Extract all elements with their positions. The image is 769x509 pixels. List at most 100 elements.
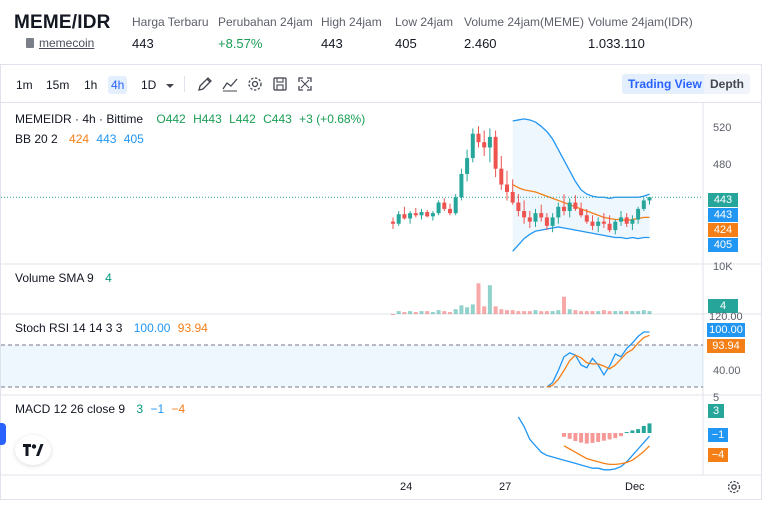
candle-body xyxy=(556,206,561,218)
chart-canvas[interactable] xyxy=(1,103,761,499)
candle-body xyxy=(630,219,635,224)
macd-tag-line: −1 xyxy=(708,428,728,442)
legend-change: +3 (+0.68%) xyxy=(299,112,366,126)
candle-body xyxy=(402,214,407,219)
timeframe-1m[interactable]: 1m xyxy=(16,78,33,92)
candle-body xyxy=(425,212,430,217)
candle-body xyxy=(573,202,578,209)
settings-gear-icon[interactable] xyxy=(246,75,264,93)
stat-label: Harga Terbaru xyxy=(132,15,209,29)
macd-signal-value: −4 xyxy=(171,402,186,416)
candle-body xyxy=(442,202,447,209)
volume-bar xyxy=(476,283,481,314)
candle-body xyxy=(590,221,595,226)
candle-body xyxy=(510,191,515,203)
candle-body xyxy=(413,213,418,216)
stoch-label: Stoch RSI 14 14 3 3 xyxy=(15,321,123,335)
volume-bar xyxy=(647,311,652,314)
bb-basis-value: 424 xyxy=(69,132,90,146)
volume-bar xyxy=(442,311,447,314)
bb-upper-line xyxy=(512,118,650,199)
volume-bar xyxy=(425,311,430,314)
macd-hist-bar xyxy=(641,425,646,433)
volume-bar xyxy=(408,311,413,314)
macd-hist-bar xyxy=(584,433,589,444)
candle-body xyxy=(550,217,555,226)
bb-lower-line xyxy=(512,226,650,252)
side-panel-toggle[interactable] xyxy=(0,423,6,445)
stoch-legend[interactable]: Stoch RSI 14 14 3 3 100.00 93.94 xyxy=(15,321,212,335)
pair-tag[interactable]: memecoin xyxy=(26,36,94,50)
timeframe-4h[interactable]: 4h xyxy=(108,76,128,94)
main-legend: MEMEIDR · 4h · Bittime O442 H443 L442 C4… xyxy=(15,112,369,126)
timeframe-dropdown-icon[interactable] xyxy=(161,77,174,95)
candle-body xyxy=(596,221,601,226)
macd-hist-bar xyxy=(613,433,618,439)
bb-legend[interactable]: BB 20 2 424 443 405 xyxy=(15,132,148,146)
legend-open: O442 xyxy=(156,112,186,126)
stat-value: +8.57% xyxy=(218,36,263,51)
price-tag-close: 443 xyxy=(708,193,738,207)
time-label: 27 xyxy=(499,481,512,493)
bb-lower-value: 405 xyxy=(123,132,144,146)
volume-bar xyxy=(453,309,458,314)
fullscreen-icon[interactable] xyxy=(296,75,314,93)
macd-legend[interactable]: MACD 12 26 close 9 3 −1 −4 xyxy=(15,402,189,416)
timeframe-1h[interactable]: 1h xyxy=(84,78,98,92)
legend-symbol: MEMEIDR · 4h · Bittime xyxy=(15,112,144,126)
legend-close: C443 xyxy=(263,112,292,126)
candle-body xyxy=(493,136,498,169)
stoch-tick: 40.00 xyxy=(713,365,741,377)
candle-body xyxy=(408,213,413,219)
stoch-k-value: 100.00 xyxy=(133,321,171,335)
volume-bar xyxy=(539,311,544,314)
candle-body xyxy=(607,223,612,231)
volume-bar xyxy=(624,311,629,314)
volume-bar xyxy=(396,311,401,314)
stat-label: Perubahan 24jam xyxy=(218,15,313,29)
price-tag-bb-basis: 424 xyxy=(708,223,738,237)
candle-body xyxy=(647,197,652,201)
volume-bar xyxy=(544,311,549,314)
volume-bar xyxy=(470,304,475,314)
volume-bar xyxy=(516,311,521,314)
candle-body xyxy=(465,158,470,174)
volume-tag: 4 xyxy=(708,299,738,313)
chart-settings-gear-icon[interactable] xyxy=(726,479,742,495)
stat-value: 2.460 xyxy=(464,36,497,51)
tab-depth[interactable]: Depth xyxy=(704,74,750,94)
tag-icon xyxy=(26,38,34,48)
stoch-band-fill xyxy=(1,345,703,387)
volume-bar xyxy=(413,312,418,314)
candle-body xyxy=(624,217,629,224)
volume-bar xyxy=(391,314,395,315)
candle-body xyxy=(391,221,395,224)
macd-hist-bar xyxy=(562,433,566,437)
drawing-tool-icon[interactable] xyxy=(196,75,214,93)
macd-hist-bar xyxy=(579,433,584,443)
volume-bar xyxy=(459,305,464,314)
candle-body xyxy=(448,208,452,214)
volume-legend[interactable]: Volume SMA 9 4 xyxy=(15,271,116,285)
volume-bar xyxy=(487,285,492,314)
volume-bar xyxy=(636,311,641,314)
volume-bar xyxy=(499,309,504,314)
indicators-icon[interactable] xyxy=(221,75,239,93)
macd-hist-bar xyxy=(567,433,572,439)
tradingview-logo[interactable] xyxy=(15,435,51,465)
volume-bar xyxy=(550,311,555,314)
stoch-k-line xyxy=(546,331,650,388)
stat-low-24h: Low 24jam 405 xyxy=(395,15,453,51)
timeframe-15m[interactable]: 15m xyxy=(46,78,70,92)
candle-body xyxy=(544,217,549,226)
tab-trading-view[interactable]: Trading View xyxy=(622,74,708,94)
candle-body xyxy=(641,200,646,209)
stoch-tick: 120.00 xyxy=(709,311,743,323)
candle-body xyxy=(396,214,401,224)
macd-hist-bar xyxy=(590,433,595,443)
stat-value: 1.033.110 xyxy=(588,36,645,51)
volume-value: 4 xyxy=(105,271,112,285)
timeframe-1d[interactable]: 1D xyxy=(141,78,157,92)
save-icon[interactable] xyxy=(271,75,289,93)
stat-value: 405 xyxy=(395,36,417,51)
